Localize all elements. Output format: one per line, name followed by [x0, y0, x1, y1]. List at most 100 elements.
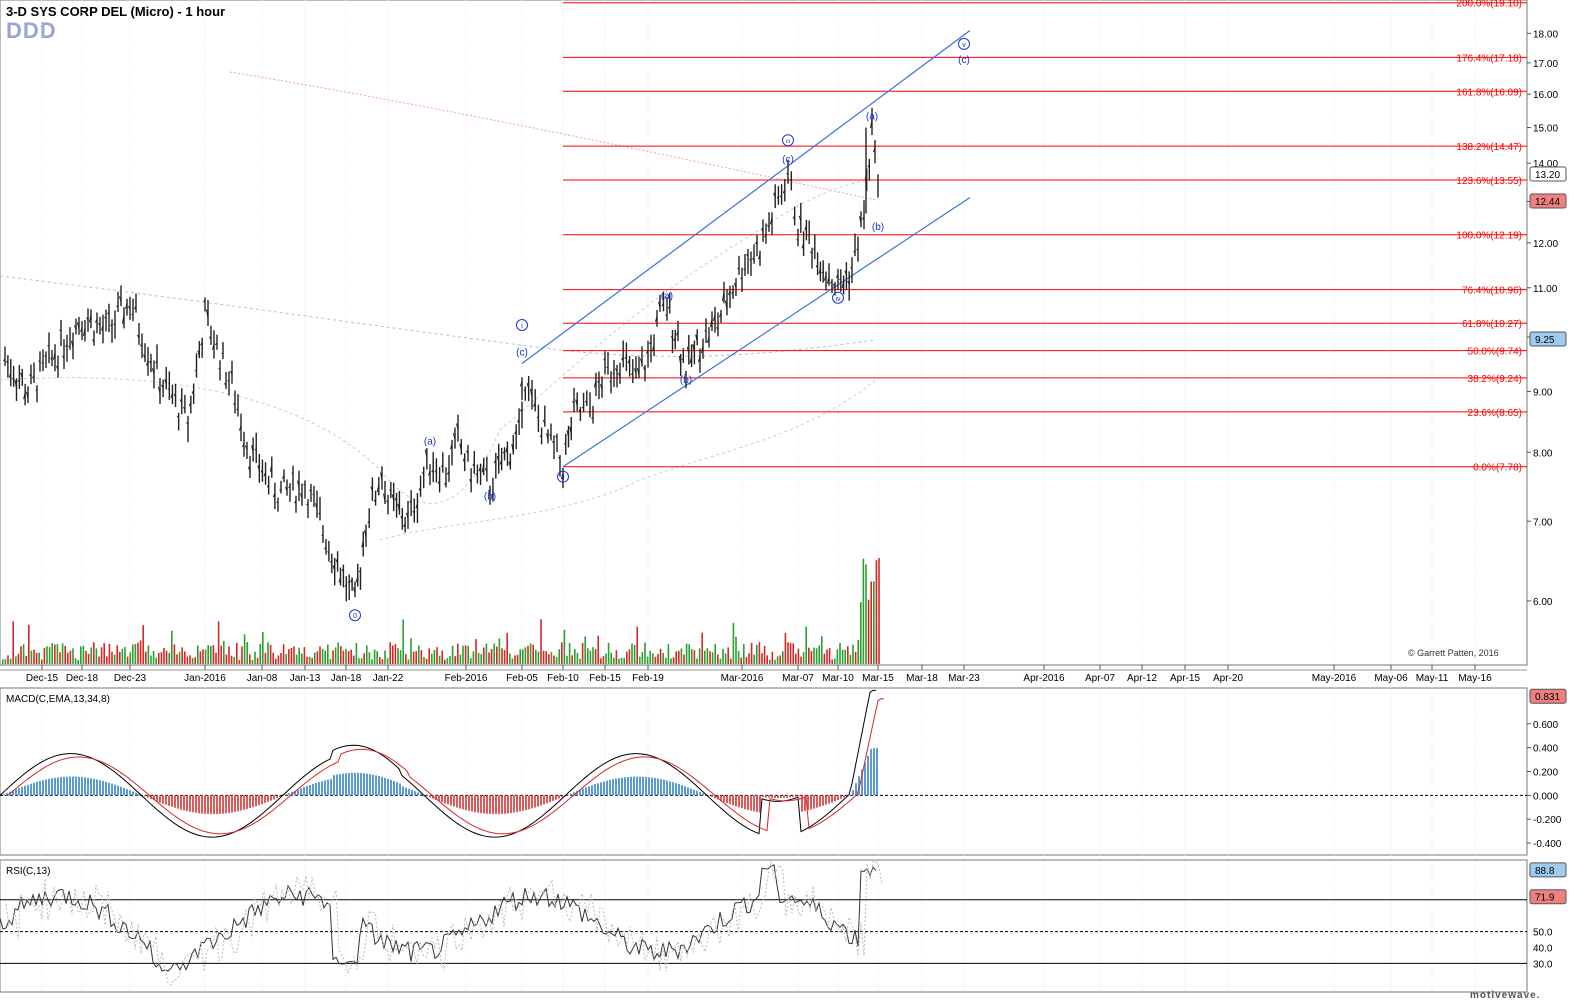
volume-bar — [584, 636, 586, 664]
macd-histogram-bar — [738, 795, 740, 808]
macd-histogram-bar — [3, 794, 5, 796]
volume-bar — [277, 655, 280, 664]
fib-label: 38.2%(9.24) — [1468, 374, 1522, 385]
price-open — [722, 291, 725, 302]
volume-bar — [33, 649, 35, 664]
volume-bar — [163, 647, 165, 664]
wave-labels: ⓪0(a)(b)ⓘi(c)ⓘⓘii(a)(b)ⓘⓘⓘiii(c)ⓘⓥiv(a)(… — [349, 37, 970, 622]
price-open — [125, 303, 128, 309]
price-open — [386, 500, 389, 504]
price-open — [376, 484, 380, 492]
macd-histogram-bar — [381, 776, 383, 796]
volume-bar — [236, 642, 238, 664]
volume-bar — [2, 659, 4, 664]
volume-bar — [90, 647, 92, 664]
volume-bar — [399, 650, 402, 664]
wave-circle — [557, 470, 569, 483]
price-open — [813, 248, 816, 251]
volume-bar — [106, 656, 108, 664]
volume-bar — [769, 659, 771, 664]
macd-histogram-bar — [534, 795, 536, 808]
price-open — [74, 325, 77, 330]
macd-histogram-bar — [348, 772, 350, 796]
volume-bar — [444, 659, 446, 664]
volume-bar — [428, 648, 430, 664]
price-open — [233, 403, 236, 406]
price-open — [836, 273, 839, 279]
volume-bar — [319, 646, 321, 664]
price-open — [444, 482, 447, 485]
price-open — [761, 228, 764, 233]
macd-histogram-bar — [480, 795, 482, 814]
wave-label: (a) — [866, 112, 878, 123]
fib-label: 23.6%(8.65) — [1468, 408, 1522, 419]
macd-histogram-bar — [729, 795, 731, 805]
volume-bar — [553, 655, 555, 664]
volume-bar — [186, 656, 189, 664]
volume-bar — [314, 652, 316, 664]
macd-histogram-bar — [360, 773, 362, 796]
volume-bar — [459, 654, 462, 664]
macd-histogram-bar — [507, 795, 509, 814]
volume-bar — [488, 652, 490, 664]
volume-bar — [423, 656, 425, 664]
macd-histogram-bar — [858, 776, 860, 796]
price-open — [17, 379, 20, 382]
volume-bar — [46, 646, 48, 664]
volume-bar — [535, 649, 537, 664]
macd-histogram-bar — [861, 769, 863, 796]
price-open — [804, 224, 807, 231]
volume-bar — [210, 646, 212, 664]
volume-bar — [501, 648, 503, 664]
price-open — [428, 470, 431, 476]
price-open — [776, 196, 779, 199]
wave-label: (c) — [958, 55, 970, 66]
x-tick-label: Apr-12 — [1127, 673, 1157, 684]
x-tick-label: Apr-20 — [1213, 673, 1243, 684]
price-open — [197, 350, 200, 357]
volume-bar — [272, 652, 274, 664]
price-open — [588, 411, 591, 413]
price-open — [698, 355, 701, 363]
macd-value: 0.831 — [1535, 692, 1560, 703]
volume-bar — [787, 642, 789, 664]
price-open — [370, 486, 373, 491]
volume-bar — [373, 649, 376, 664]
price-open — [815, 265, 819, 269]
volume-bar — [870, 581, 872, 664]
x-tick-label: Dec-23 — [114, 673, 147, 684]
macd-histogram-bar — [195, 795, 197, 813]
macd-histogram-bar — [312, 783, 314, 796]
price-open — [149, 360, 152, 364]
price-open — [361, 540, 364, 548]
volume-bar — [693, 650, 696, 664]
x-tick-label: Apr-07 — [1085, 673, 1115, 684]
macd-histogram-bar — [501, 795, 503, 814]
volume-bar — [457, 643, 459, 664]
volume-bar — [831, 659, 833, 664]
volume-bar — [771, 651, 774, 664]
macd-histogram-bar — [639, 776, 641, 796]
price-open — [618, 372, 621, 378]
price-open — [867, 165, 870, 169]
macd-histogram-bar — [591, 785, 593, 796]
price-open — [134, 305, 137, 310]
volume-bar — [293, 646, 295, 664]
price-open — [844, 270, 847, 276]
fib-label: 76.4%(10.96) — [1462, 286, 1522, 297]
price-open — [591, 416, 594, 419]
macd-histogram-bar — [186, 795, 188, 812]
volume-bar — [571, 655, 573, 664]
price-open — [453, 433, 456, 440]
volume-bar — [194, 657, 196, 664]
macd-panel — [0, 687, 1528, 856]
rsi-label: RSI(C,13) — [6, 866, 50, 877]
volume-bar — [43, 647, 46, 664]
price-open — [584, 400, 588, 404]
volume-bar — [147, 645, 150, 664]
volume-bar — [844, 649, 846, 664]
volume-bar — [867, 599, 870, 664]
wave-label: (c) — [516, 348, 528, 359]
macd-histogram-bar — [126, 789, 128, 796]
